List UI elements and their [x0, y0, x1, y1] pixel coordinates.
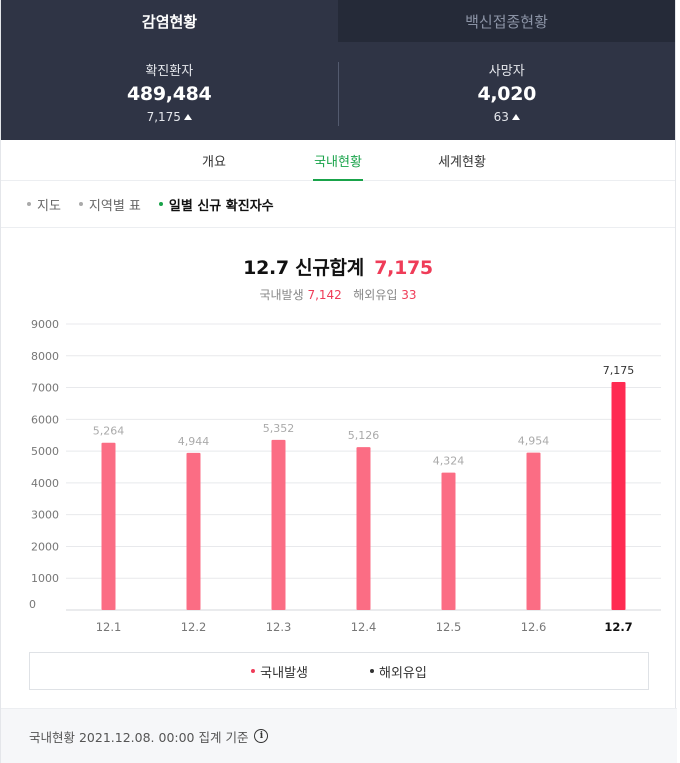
deaths-stat: 사망자 4,020 63	[339, 42, 676, 140]
deaths-delta-value: 63	[493, 110, 509, 124]
bar-chart-container: 0 1000 2000 3000 4000 5000 6000 7000 8000 9000 5,2…	[1, 310, 677, 640]
confirmed-stat: 확진환자 489,484 7,175	[1, 42, 338, 140]
legend-item-domestic[interactable]: 국내발생	[251, 662, 308, 681]
top-tab-bar: 감염현황 백신접종현황	[1, 0, 675, 42]
y-tick-label: 3000	[31, 509, 59, 522]
tab-vaccine-status[interactable]: 백신접종현황	[338, 0, 675, 42]
tab-infection-status[interactable]: 감염현황	[1, 0, 338, 42]
view-tab-bar: 지도 지역별 표 일별 신규 확진자수	[1, 181, 675, 228]
increase-arrow-icon	[183, 114, 192, 120]
data-label: 7,175	[603, 364, 635, 377]
x-tick-label: 12.1	[96, 620, 122, 634]
bar	[611, 381, 626, 610]
sub-tab-bar: 개요 국내현황 세계현황	[1, 140, 675, 181]
view-tab-label: 일별 신규 확진자수	[168, 198, 274, 214]
x-tick-label: 12.2	[181, 620, 207, 634]
y-tick-label: 6000	[31, 413, 59, 426]
tab-overview[interactable]: 개요	[202, 154, 226, 170]
y-tick-label: 2000	[31, 540, 59, 553]
bar	[186, 452, 201, 610]
domestic-label: 국내발생	[259, 288, 304, 302]
info-icon[interactable]: i	[254, 729, 269, 743]
bar	[101, 442, 116, 610]
view-tab-map[interactable]: 지도	[27, 195, 61, 214]
data-label: 5,126	[348, 429, 380, 442]
y-tick-label: 9000	[31, 318, 59, 331]
legend-item-overseas[interactable]: 해외유입	[370, 662, 427, 681]
y-tick-label: 4000	[31, 477, 59, 490]
confirmed-label: 확진환자	[145, 64, 194, 79]
deaths-value: 4,020	[477, 83, 537, 105]
deaths-label: 사망자	[488, 64, 525, 79]
data-label: 4,954	[518, 435, 550, 448]
x-tick-label: 12.7	[604, 620, 632, 634]
chart-title: 12.7 신규합계 7,175	[1, 253, 675, 280]
data-label: 5,352	[263, 422, 295, 435]
view-tab-label: 지역별 표	[88, 198, 141, 214]
legend-label: 해외유입	[379, 665, 427, 681]
overseas-value: 33	[401, 288, 417, 302]
chart-legend: 국내발생 해외유입	[29, 652, 649, 690]
bullet-icon	[158, 202, 163, 206]
stat-divider	[337, 62, 339, 126]
bar	[526, 452, 541, 610]
increase-arrow-icon	[511, 114, 520, 120]
y-tick-label: 8000	[31, 350, 59, 363]
legend-label: 국내발생	[260, 665, 308, 681]
summary-panel: 확진환자 489,484 7,175 사망자 4,020 63	[1, 42, 675, 140]
chart-total: 7,175	[374, 257, 433, 279]
view-tab-region-table[interactable]: 지역별 표	[78, 195, 141, 214]
view-tab-daily-cases[interactable]: 일별 신규 확진자수	[158, 195, 274, 214]
confirmed-delta-value: 7,175	[146, 110, 181, 124]
chart-title-text: 신규합계	[295, 257, 364, 279]
x-tick-label: 12.5	[436, 620, 462, 634]
bar	[441, 472, 456, 610]
x-tick-label: 12.6	[521, 620, 547, 634]
tab-domestic[interactable]: 국내현황	[276, 140, 400, 181]
footer-text: 국내현황 2021.12.08. 00:00 집계 기준	[29, 729, 249, 745]
domestic-value: 7,142	[307, 288, 342, 302]
overseas-label: 해외유입	[353, 288, 398, 302]
tab-world[interactable]: 세계현황	[438, 154, 486, 170]
bullet-icon	[27, 202, 31, 206]
x-tick-label: 12.4	[351, 620, 377, 634]
data-label: 4,324	[433, 455, 465, 468]
confirmed-delta: 7,175	[147, 110, 192, 124]
y-tick-label: 5000	[31, 445, 59, 458]
chart-header: 12.7 신규합계 7,175 국내발생 7,142 해외유입 33	[1, 253, 675, 303]
y-tick-label: 1000	[31, 572, 59, 585]
legend-dot-icon	[251, 669, 256, 673]
data-label: 5,264	[93, 425, 125, 438]
y-tick-label: 7000	[31, 382, 59, 395]
bar	[271, 439, 286, 610]
chart-date: 12.7	[243, 257, 289, 279]
deaths-delta: 63	[494, 110, 520, 124]
legend-dot-icon	[370, 669, 374, 673]
chart-subtitle: 국내발생 7,142 해외유입 33	[1, 286, 675, 303]
footer-note: 국내현황 2021.12.08. 00:00 집계 기준 i	[1, 708, 677, 763]
confirmed-value: 489,484	[127, 83, 212, 105]
view-tab-label: 지도	[37, 198, 61, 214]
y-tick-label: 0	[29, 598, 36, 611]
data-label: 4,944	[178, 435, 210, 448]
bullet-icon	[78, 202, 83, 206]
bar-chart: 0 1000 2000 3000 4000 5000 6000 7000 8000 9000 5,2…	[29, 318, 661, 634]
bar	[356, 447, 371, 610]
x-tick-label: 12.3	[266, 620, 292, 634]
